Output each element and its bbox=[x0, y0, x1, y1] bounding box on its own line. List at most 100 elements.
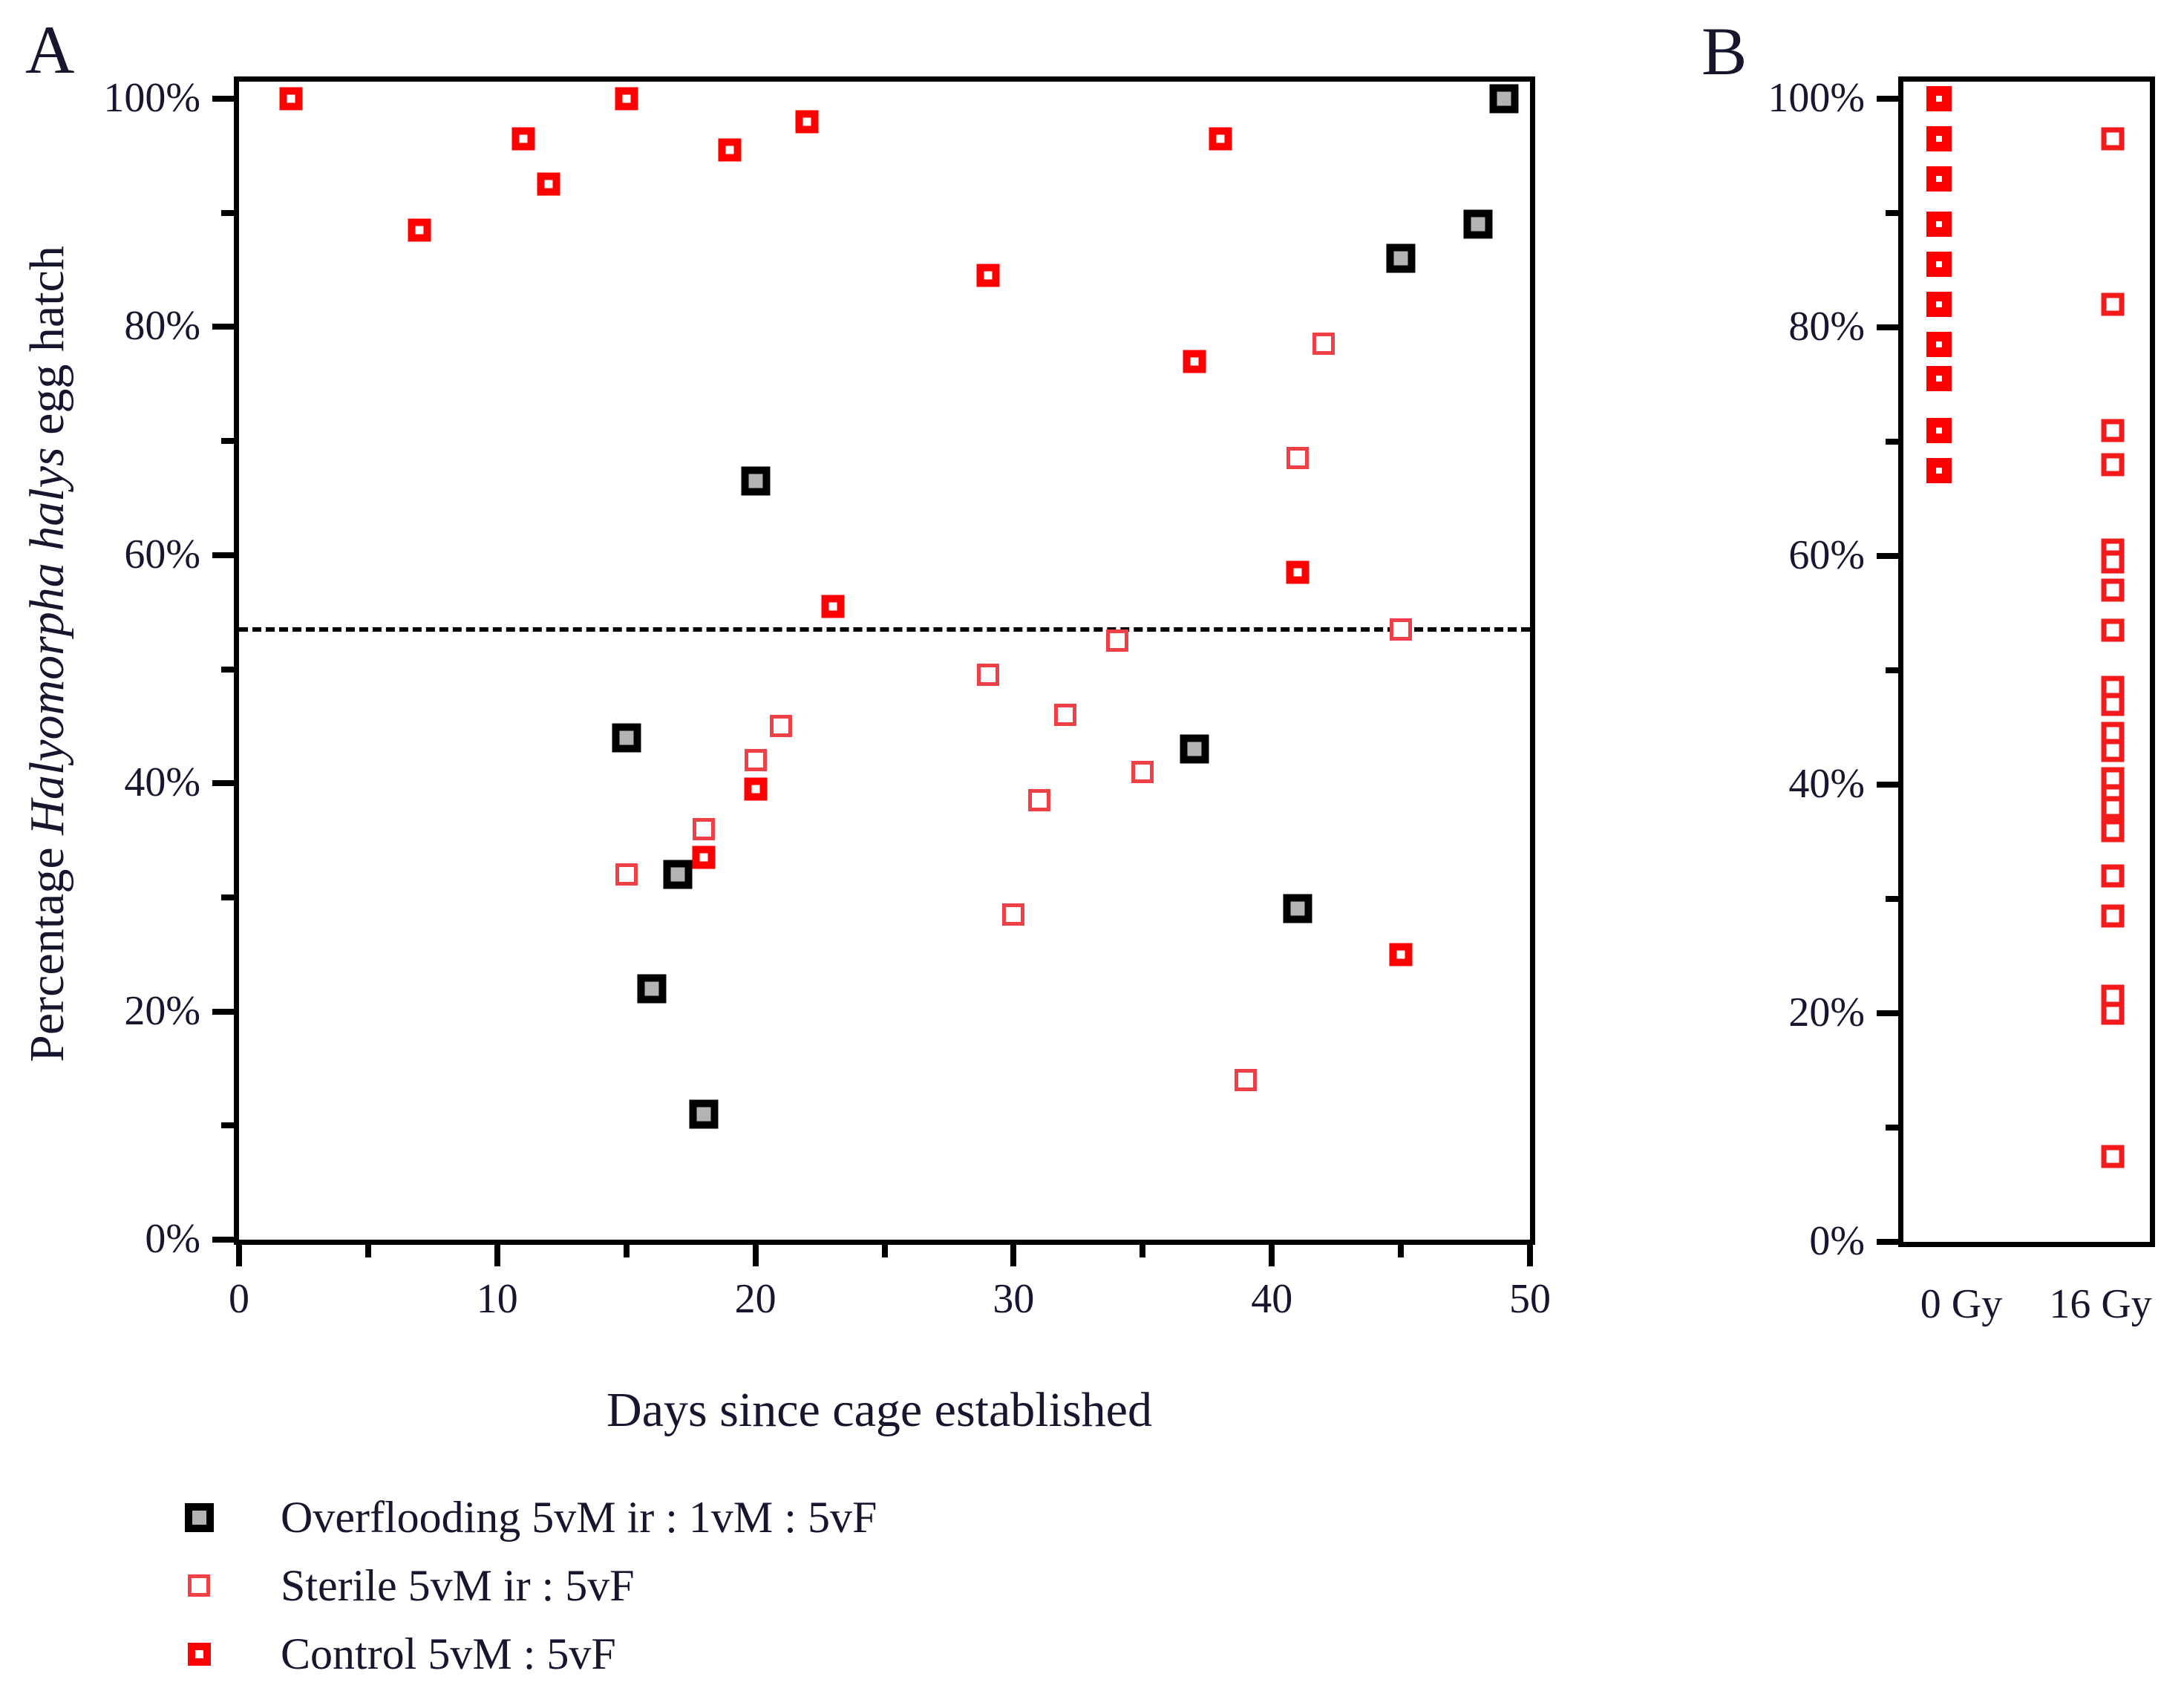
data-point-overflooding bbox=[1180, 734, 1209, 764]
y-major-tick bbox=[1877, 1239, 1898, 1245]
x-minor-tick bbox=[881, 1245, 888, 1257]
y-minor-tick bbox=[1886, 210, 1898, 217]
data-point-sterile-b bbox=[2101, 1145, 2125, 1168]
data-point-sterile bbox=[693, 817, 716, 840]
panel-b-plot-area: 0% 20% 40% 60% 80% 100% 0 Gy 16 Gy bbox=[1768, 75, 2155, 1327]
x-tick-label: 10 bbox=[476, 1276, 518, 1322]
data-point-control-b bbox=[1926, 86, 1952, 112]
data-point-control bbox=[1389, 943, 1413, 966]
data-point-sterile bbox=[1002, 903, 1025, 926]
data-point-control bbox=[1209, 127, 1232, 151]
legend-label: Control 5vM : 5vF bbox=[281, 1629, 616, 1678]
y-major-tick bbox=[212, 1008, 234, 1015]
data-point-sterile bbox=[744, 749, 767, 772]
x-tick-label: 20 bbox=[734, 1276, 777, 1322]
legend-marker-sterile-icon bbox=[177, 1574, 221, 1597]
legend-marker-overflooding-icon bbox=[177, 1502, 221, 1532]
panel-a-label: A bbox=[25, 12, 75, 88]
x-axis-title: Days since cage established bbox=[607, 1383, 1152, 1437]
data-point-sterile-b bbox=[2101, 618, 2125, 642]
legend-item: Sterile 5vM ir : 5vF bbox=[177, 1551, 877, 1620]
data-point-sterile-b bbox=[2101, 739, 2125, 762]
y-minor-tick bbox=[221, 666, 234, 673]
data-point-sterile-b bbox=[2101, 292, 2125, 316]
data-point-overflooding bbox=[1489, 84, 1519, 114]
data-point-sterile-b bbox=[2101, 864, 2125, 888]
y-axis-title-species: Halyomorpha halys bbox=[20, 447, 74, 835]
overflooding-marker-icon bbox=[184, 1502, 214, 1532]
x-tick-label: 0 bbox=[229, 1276, 249, 1322]
y-minor-tick bbox=[1886, 896, 1898, 903]
x-major-tick bbox=[1010, 1245, 1017, 1266]
data-point-sterile bbox=[770, 715, 793, 738]
legend-label: Sterile 5vM ir : 5vF bbox=[281, 1560, 635, 1610]
legend-item: Overflooding 5vM ir : 1vM : 5vF bbox=[177, 1483, 877, 1551]
y-minor-tick bbox=[221, 209, 234, 216]
x-major-tick bbox=[236, 1245, 242, 1266]
data-point-control bbox=[718, 138, 742, 162]
data-point-control bbox=[537, 172, 560, 196]
data-point-control-b bbox=[1926, 125, 1952, 151]
data-point-sterile-b bbox=[2101, 819, 2125, 843]
sterile-marker-icon bbox=[188, 1574, 210, 1597]
x-major-tick bbox=[1527, 1245, 1533, 1266]
data-point-control-b bbox=[1926, 417, 1952, 443]
data-point-sterile bbox=[1131, 760, 1154, 783]
data-point-sterile bbox=[1312, 333, 1335, 356]
y-minor-tick bbox=[1886, 1125, 1898, 1131]
data-point-sterile-b bbox=[2101, 419, 2125, 442]
data-point-control-b bbox=[1926, 252, 1952, 278]
data-point-control-b bbox=[1926, 366, 1952, 392]
data-point-sterile-b bbox=[2101, 1001, 2125, 1025]
x-major-tick bbox=[1269, 1245, 1275, 1266]
panel-a-plot-area: 0% 20% 40% 60% 80% 100% 0 10 20 30 40 50 bbox=[103, 75, 1551, 1322]
data-point-control bbox=[615, 87, 638, 111]
data-point-control bbox=[821, 595, 845, 618]
x-tick-label: 40 bbox=[1251, 1276, 1293, 1322]
x-minor-tick bbox=[623, 1245, 630, 1257]
y-major-tick bbox=[212, 324, 234, 330]
y-tick-label: 40% bbox=[124, 759, 200, 806]
data-point-sterile-b bbox=[2101, 904, 2125, 928]
y-tick-label: 80% bbox=[124, 303, 200, 350]
x-minor-tick bbox=[364, 1245, 371, 1257]
data-point-sterile bbox=[1286, 447, 1309, 470]
data-point-control bbox=[795, 110, 819, 134]
x-tick-label: 50 bbox=[1509, 1276, 1551, 1322]
y-major-tick bbox=[1877, 1010, 1898, 1017]
data-point-control bbox=[511, 127, 535, 151]
data-point-control bbox=[1286, 560, 1310, 584]
y-axis-title-suffix: egg hatch bbox=[20, 246, 74, 448]
y-major-tick bbox=[1877, 782, 1898, 788]
y-axis-title-prefix: Percentage bbox=[20, 834, 74, 1062]
data-point-control-b bbox=[1926, 332, 1952, 358]
data-point-sterile bbox=[1390, 618, 1413, 641]
x-major-tick bbox=[752, 1245, 759, 1266]
data-point-sterile bbox=[1028, 789, 1051, 812]
data-point-control bbox=[744, 777, 768, 801]
x-minor-tick bbox=[1398, 1245, 1405, 1257]
data-point-overflooding bbox=[637, 974, 667, 1004]
data-point-sterile bbox=[1053, 704, 1076, 726]
y-major-tick bbox=[212, 780, 234, 787]
panel-b-label: B bbox=[1701, 13, 1747, 89]
y-minor-tick bbox=[1886, 667, 1898, 674]
legend-item: Control 5vM : 5vF bbox=[177, 1620, 877, 1688]
y-minor-tick bbox=[221, 438, 234, 445]
reference-dashed-line bbox=[239, 627, 1530, 632]
data-point-control-b bbox=[1926, 457, 1952, 483]
data-point-overflooding bbox=[1283, 894, 1312, 923]
y-tick-label: 20% bbox=[1788, 989, 1865, 1036]
data-point-overflooding bbox=[1386, 243, 1416, 273]
y-tick-label: 100% bbox=[103, 75, 200, 122]
data-point-sterile-b bbox=[2101, 578, 2125, 602]
data-point-overflooding bbox=[741, 466, 771, 496]
y-tick-label: 60% bbox=[124, 531, 200, 578]
legend-label: Overflooding 5vM ir : 1vM : 5vF bbox=[281, 1492, 877, 1542]
x-tick-label: 30 bbox=[993, 1276, 1035, 1322]
y-tick-label: 0% bbox=[145, 1216, 200, 1262]
data-point-control bbox=[976, 264, 1000, 287]
y-tick-label: 20% bbox=[124, 987, 200, 1034]
y-minor-tick bbox=[1886, 439, 1898, 445]
